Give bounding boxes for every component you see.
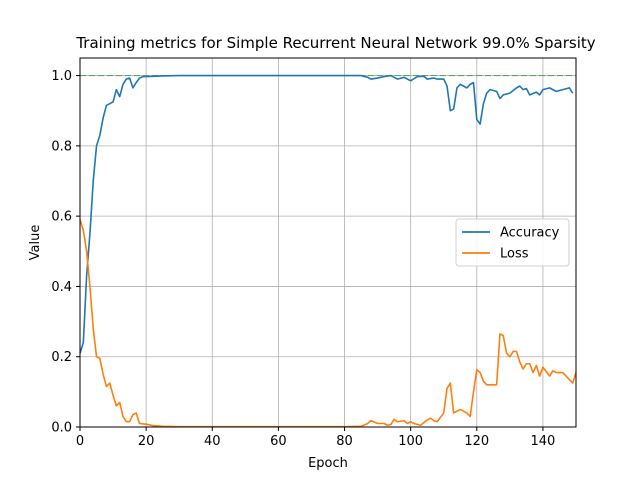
x-tick-label: 100 xyxy=(398,434,423,449)
x-tick-label: 120 xyxy=(464,434,489,449)
legend: Accuracy Loss xyxy=(455,218,570,267)
y-tick-label: 0.0 xyxy=(51,421,72,436)
y-tick-label: 0.2 xyxy=(51,350,72,365)
y-tick-label: 0.4 xyxy=(51,280,72,295)
x-tick-label: 0 xyxy=(76,434,84,449)
legend-box xyxy=(455,218,570,267)
chart-title: Training metrics for Simple Recurrent Ne… xyxy=(75,34,595,52)
legend-label-loss: Loss xyxy=(500,247,529,262)
x-tick-label: 40 xyxy=(204,434,221,449)
x-tick-label: 80 xyxy=(336,434,353,449)
legend-label-accuracy: Accuracy xyxy=(500,226,560,241)
series-lines xyxy=(79,74,577,428)
axis-ticks: 0 20 40 60 80 100 120 140 0.0 0.2 0.4 0.6 0.8 1.0 xyxy=(51,69,555,449)
plot-frame xyxy=(79,57,577,428)
y-tick-label: 0.6 xyxy=(51,210,72,225)
y-tick-label: 0.8 xyxy=(51,139,72,154)
y-axis-label: Value xyxy=(28,225,43,261)
y-tick-label: 1.0 xyxy=(51,69,72,84)
series-line-accuracy xyxy=(79,74,574,354)
x-tick-label: 140 xyxy=(531,434,556,449)
x-tick-label: 60 xyxy=(270,434,287,449)
x-axis-label: Epoch xyxy=(308,456,348,471)
series-line-loss xyxy=(79,219,577,428)
x-tick-label: 20 xyxy=(138,434,155,449)
